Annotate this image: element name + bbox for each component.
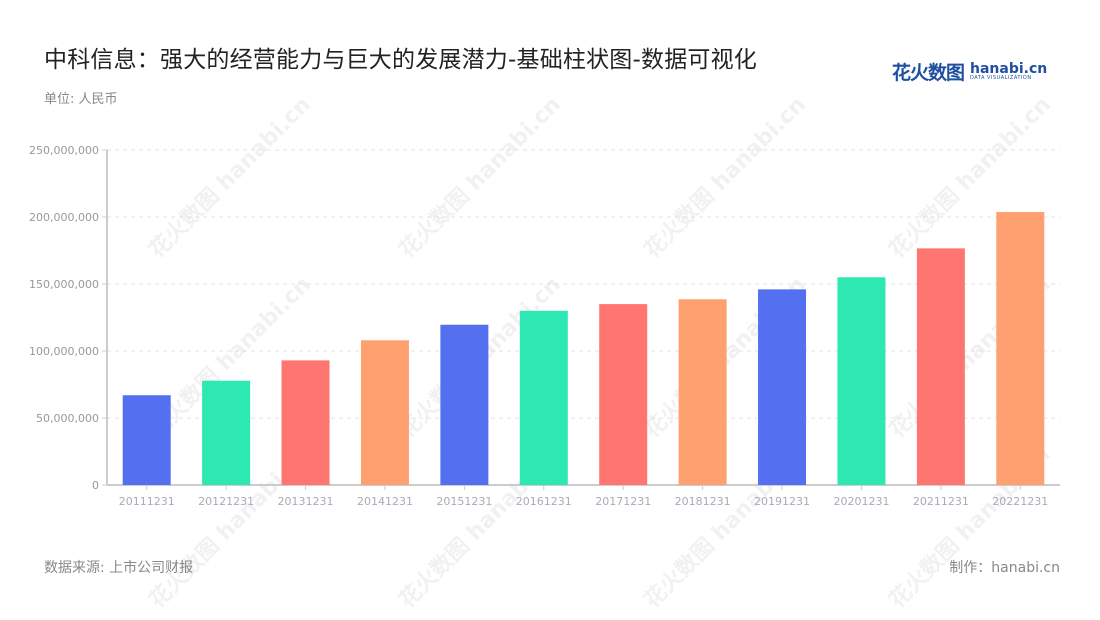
bar-20201231 xyxy=(837,277,886,485)
bar-20131231 xyxy=(281,360,330,485)
y-tick-label: 50,000,000 xyxy=(36,412,99,425)
x-tick-label: 20221231 xyxy=(992,495,1048,508)
logo-cn-text: 花火数图 xyxy=(892,62,965,84)
bar-20151231 xyxy=(440,324,489,485)
x-tick-label: 20211231 xyxy=(913,495,969,508)
x-tick-label: 20151231 xyxy=(436,495,492,508)
y-tick-label: 200,000,000 xyxy=(29,211,99,224)
x-tick-label: 20141231 xyxy=(357,495,413,508)
x-tick-label: 20121231 xyxy=(198,495,254,508)
logo-en-subtext: DATA VISUALIZATION xyxy=(970,75,1032,81)
bar-20111231 xyxy=(122,395,171,485)
y-tick-label: 250,000,000 xyxy=(29,144,99,157)
x-tick-label: 20171231 xyxy=(595,495,651,508)
data-source: 数据来源: 上市公司财报 xyxy=(44,560,194,576)
logo-en-text: hanabi.cn xyxy=(970,61,1048,77)
bar-20171231 xyxy=(599,304,648,485)
bar-20121231 xyxy=(202,380,251,485)
bar-20181231 xyxy=(678,299,727,485)
x-tick-label: 20111231 xyxy=(119,495,175,508)
x-tick-label: 20161231 xyxy=(516,495,572,508)
logo-en-block: hanabi.cn DATA VISUALIZATION xyxy=(970,62,1047,81)
y-tick-label: 150,000,000 xyxy=(29,278,99,291)
x-tick-label: 20131231 xyxy=(278,495,334,508)
bar-20141231 xyxy=(360,340,409,485)
y-tick-label: 100,000,000 xyxy=(29,345,99,358)
brand-logo: 花火数图 hanabi.cn DATA VISUALIZATION xyxy=(892,58,1047,85)
bar-20211231 xyxy=(916,248,965,485)
x-tick-label: 20191231 xyxy=(754,495,810,508)
bar-20221231 xyxy=(996,212,1045,486)
bar-20191231 xyxy=(758,289,807,485)
bar-20161231 xyxy=(519,310,568,485)
credit: 制作：hanabi.cn xyxy=(949,560,1060,576)
x-tick-label: 20181231 xyxy=(675,495,731,508)
chart-title: 中科信息：强大的经营能力与巨大的发展潜力-基础柱状图-数据可视化 xyxy=(44,47,757,73)
y-tick-label: 0 xyxy=(92,479,99,492)
unit-label: 单位: 人民币 xyxy=(44,92,118,107)
x-tick-label: 20201231 xyxy=(833,495,889,508)
